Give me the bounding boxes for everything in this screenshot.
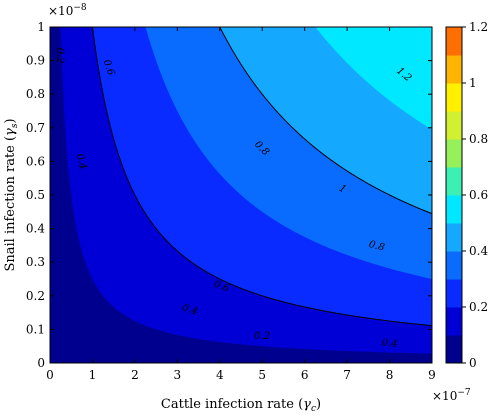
contour-line-0.4 (219, 27, 432, 215)
contour-label: 1 (337, 183, 348, 196)
contour-line-0.2 (91, 27, 432, 327)
colorbar-segment (446, 139, 462, 168)
x-tick-label: 6 (301, 368, 309, 382)
x-tick-label: 2 (131, 368, 139, 382)
colorbar-tick-label: 0.2 (469, 300, 488, 314)
contour-label: 0.8 (367, 239, 385, 254)
x-tick-label: 4 (216, 368, 224, 382)
y-tick-label: 0.9 (26, 54, 45, 68)
y-axis-label: Snail infection rate (γs) (3, 118, 20, 271)
colorbar-tick-label: 0.6 (469, 188, 488, 202)
x-tick-label: 8 (386, 368, 394, 382)
y-exponent-label: ×10−8 (48, 3, 87, 18)
y-tick-label: 0.8 (26, 87, 45, 101)
x-exponent-label: ×10−7 (432, 388, 471, 403)
x-tick-label: 7 (343, 368, 351, 382)
contour-line-layer (91, 27, 432, 327)
colorbar-segment (446, 167, 462, 196)
contour-band-5 (315, 27, 432, 130)
colorbar-segment (446, 55, 462, 84)
contour-label: 0.4 (180, 303, 199, 318)
y-tick-label: 0.5 (26, 188, 45, 202)
x-tick-label: 1 (89, 368, 97, 382)
colorbar-segment (446, 251, 462, 280)
colorbar (446, 27, 462, 364)
y-tick-label: 0.7 (26, 121, 45, 135)
colorbar-segment (446, 111, 462, 140)
contour-label: 0.2 (254, 331, 270, 342)
y-tick-label: 1 (37, 20, 45, 34)
contour-label: 0.4 (381, 338, 398, 350)
contour-label: 0.6 (212, 279, 231, 295)
colorbar-segment (446, 195, 462, 224)
colorbar-ticks: 0 0.2 0.4 0.6 0.8 1 1.2 (462, 20, 488, 370)
y-tick-label: 0.3 (26, 255, 45, 269)
y-tick-label: 0.6 (26, 154, 45, 168)
colorbar-tick-label: 1 (469, 76, 477, 90)
contour-label: 0.4 (73, 153, 88, 171)
colorbar-segment (446, 223, 462, 252)
x-axis-label: Cattle infection rate (γc) (161, 397, 321, 414)
colorbar-tick-label: 1.2 (469, 20, 488, 34)
x-tick-label: 3 (174, 368, 182, 382)
contour-fill-layer (50, 27, 432, 363)
contour-label: 0.2 (54, 48, 65, 64)
contour-label: 0.6 (101, 58, 117, 77)
colorbar-tick-label: 0.4 (469, 244, 488, 258)
y-tick-label: 0.1 (26, 322, 45, 336)
x-tick-label: 9 (428, 368, 436, 382)
colorbar-segment (446, 307, 462, 336)
x-tick-label: 0 (46, 368, 54, 382)
colorbar-tick-label: 0.8 (469, 132, 488, 146)
colorbar-segment (446, 279, 462, 308)
y-tick-label: 0.4 (26, 222, 45, 236)
colorbar-tick-label: 0 (469, 356, 477, 370)
colorbar-segment (446, 27, 462, 56)
x-axis-ticks: 0 1 2 3 4 5 6 7 8 9 (46, 27, 436, 382)
y-tick-label: 0 (37, 356, 45, 370)
x-tick-label: 5 (258, 368, 266, 382)
colorbar-segment (446, 83, 462, 112)
y-tick-label: 0.2 (26, 289, 45, 303)
colorbar-segment (446, 335, 462, 364)
y-axis-ticks: 0 0.1 0.2 0.3 0.4 0.5 0.6 0.7 0.8 0.9 1 (26, 20, 432, 370)
